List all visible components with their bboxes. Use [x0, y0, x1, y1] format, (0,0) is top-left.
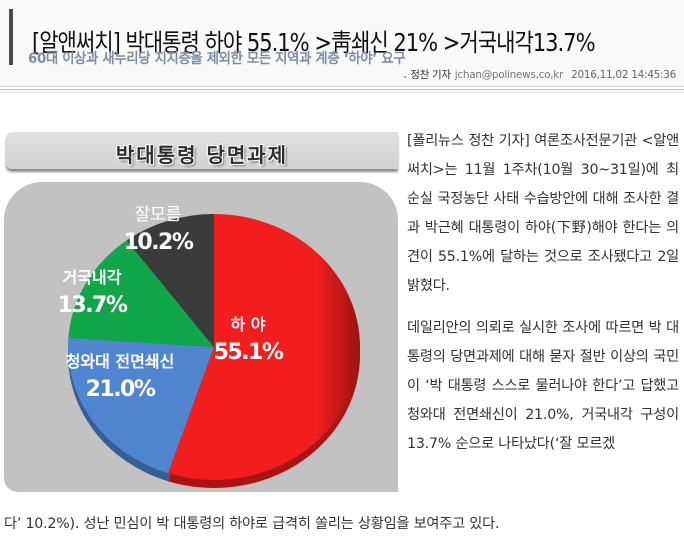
reporter-name[interactable]: 정찬 기자	[410, 69, 451, 81]
pie-chart: 하 야 55.1% 청와대 전면쇄신 21.0% 거국내각 13.7% 잘모름 10.2%	[58, 205, 360, 488]
article-header: [알앤써치] 박대통령 하야 55.1% >靑쇄신 21% >거국내각13.7%…	[0, 0, 684, 86]
chart-title: 박대통령 당면과제	[115, 143, 289, 167]
pie-label-category: 거국내각	[63, 268, 122, 287]
chevron-down-icon[interactable]: ⌄	[401, 71, 409, 80]
publish-timestamp: 2016,11,02 14:45:36	[571, 69, 676, 81]
headline-accent-bar	[9, 9, 13, 65]
pie-label-value: 21.0%	[86, 377, 156, 402]
pie-label-value: 10.2%	[124, 230, 194, 255]
article-paragraph-2: 데일리안의 의뢰로 실시한 조사에 따르면 박 대통령의 당면과제에 대해 묻자…	[407, 320, 679, 452]
pie-label-category: 청와대 전면쇄신	[66, 352, 175, 371]
headline: [알앤써치] 박대통령 하야 55.1% >靑쇄신 21% >거국내각13.7%	[32, 28, 596, 58]
pie-label-value: 13.7%	[58, 293, 128, 318]
pie-chart-image: 박대통령 당면과제 하 야 55.1% 청와대 전면쇄신 21.0% 거국내각 13.7%…	[0, 125, 398, 493]
chart-title-bar: 박대통령 당면과제	[6, 132, 398, 169]
pie-label-category: 잘모름	[135, 205, 182, 225]
pie-label-category: 하 야	[230, 315, 265, 334]
pie-labels: 하 야 55.1% 청와대 전면쇄신 21.0% 거국내각 13.7% 잘모름 10.2%	[58, 205, 286, 402]
header-divider-shadow	[0, 91, 684, 93]
byline: ⌄ 정찬 기자 jchan@polinews,co,kr 2016,11,02 14:…	[402, 67, 676, 82]
header-divider	[0, 86, 684, 87]
pie-label-value: 55.1%	[214, 340, 284, 365]
reporter-email[interactable]: jchan@polinews,co,kr	[454, 69, 564, 81]
article-paragraph-1: [폴리뉴스 정찬 기자] 여론조사전문기관 <알앤써치>는 11월 1주차(10…	[407, 133, 679, 294]
article-paragraph-2-continued: 다’ 10.2%). 성난 민심이 박 대통령의 하야로 급격히 쏠리는 상황임…	[4, 516, 500, 532]
article-body: [폴리뉴스 정찬 기자] 여론조사전문기관 <알앤써치>는 11월 1주차(10…	[407, 127, 679, 459]
subheadline: 60대 이상과 새누리당 지지층을 제외한 모든 지역과 계층 ‘하야’ 요구	[28, 51, 406, 67]
header-divider-2	[0, 89, 684, 90]
